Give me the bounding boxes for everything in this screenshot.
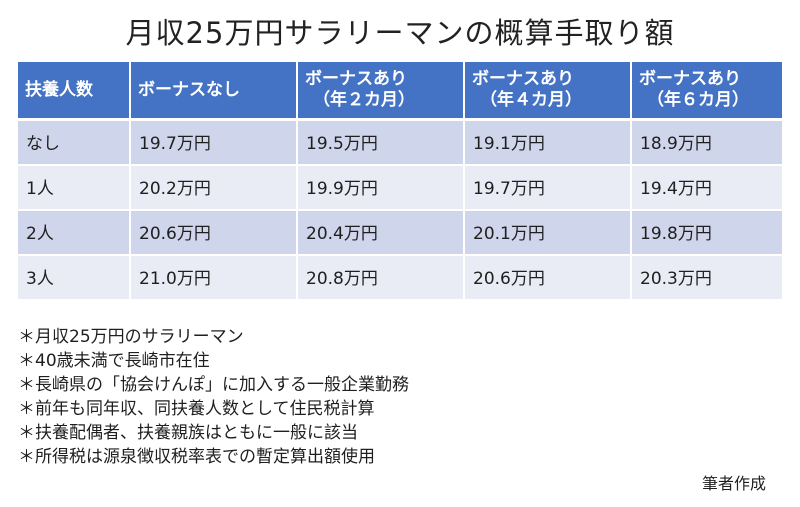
table-row: 1人 20.2万円 19.9万円 19.7万円 19.4万円 [18,164,782,211]
header-bonus-4-months: ボーナスあり （年４カ月） [464,62,632,121]
cell-value: 20.1万円 [464,209,632,256]
cell-value: 19.7万円 [464,164,632,211]
cell-value: 19.5万円 [297,119,465,166]
cell-value: 19.7万円 [130,119,298,166]
cell-value: 21.0万円 [130,254,298,301]
header-label: 扶養人数 [25,79,93,100]
cell-value: 19.1万円 [464,119,632,166]
cell-dependents: 2人 [18,209,131,256]
header-no-bonus: ボーナスなし [130,62,298,121]
table-header-row: 扶養人数 ボーナスなし ボーナスあり （年２カ月） ボーナスあり （年４カ月） … [18,62,782,121]
note-item: ＊所得税は源泉徴収税率表での暫定算出額使用 [18,447,375,467]
note-item: ＊40歳未満で長崎市在住 [18,351,210,371]
header-dependents: 扶養人数 [18,62,131,121]
cell-value: 20.3万円 [631,254,782,301]
page-title: 月収25万円サラリーマンの概算手取り額 [125,16,675,50]
cell-value: 20.2万円 [130,164,298,211]
note-item: ＊扶養配偶者、扶養親族はともに一般に該当 [18,423,358,443]
cell-value: 18.9万円 [631,119,782,166]
header-label: ボーナスなし [138,79,240,100]
cell-dependents: なし [18,119,131,166]
header-label: ボーナスあり [472,69,574,89]
note-item: ＊長崎県の「協会けんぽ」に加入する一般企業勤務 [18,375,409,395]
cell-value: 20.4万円 [297,209,465,256]
header-label: ボーナスあり [305,69,407,89]
author-credit: 筆者作成 [701,474,766,493]
cell-value: 20.8万円 [297,254,465,301]
cell-dependents: 1人 [18,164,131,211]
table-row: 2人 20.6万円 20.4万円 20.1万円 19.8万円 [18,209,782,256]
header-sublabel: （年４カ月） [480,90,582,110]
cell-value: 20.6万円 [130,209,298,256]
header-sublabel: （年６カ月） [647,90,749,110]
note-item: ＊月収25万円のサラリーマン [18,327,244,347]
table-row: なし 19.7万円 19.5万円 19.1万円 18.9万円 [18,119,782,166]
cell-value: 19.4万円 [631,164,782,211]
header-label: ボーナスあり [639,69,741,89]
notes-list: ＊月収25万円のサラリーマン ＊40歳未満で長崎市在住 ＊長崎県の「協会けんぽ」… [18,325,409,469]
cell-value: 20.6万円 [464,254,632,301]
table-row: 3人 21.0万円 20.8万円 20.6万円 20.3万円 [18,254,782,301]
header-bonus-6-months: ボーナスあり （年６カ月） [631,62,782,121]
take-home-pay-table: 扶養人数 ボーナスなし ボーナスあり （年２カ月） ボーナスあり （年４カ月） … [18,62,782,301]
cell-dependents: 3人 [18,254,131,301]
header-sublabel: （年２カ月） [313,90,415,110]
cell-value: 19.8万円 [631,209,782,256]
note-item: ＊前年も同年収、同扶養人数として住民税計算 [18,399,375,419]
cell-value: 19.9万円 [297,164,465,211]
header-bonus-2-months: ボーナスあり （年２カ月） [297,62,465,121]
